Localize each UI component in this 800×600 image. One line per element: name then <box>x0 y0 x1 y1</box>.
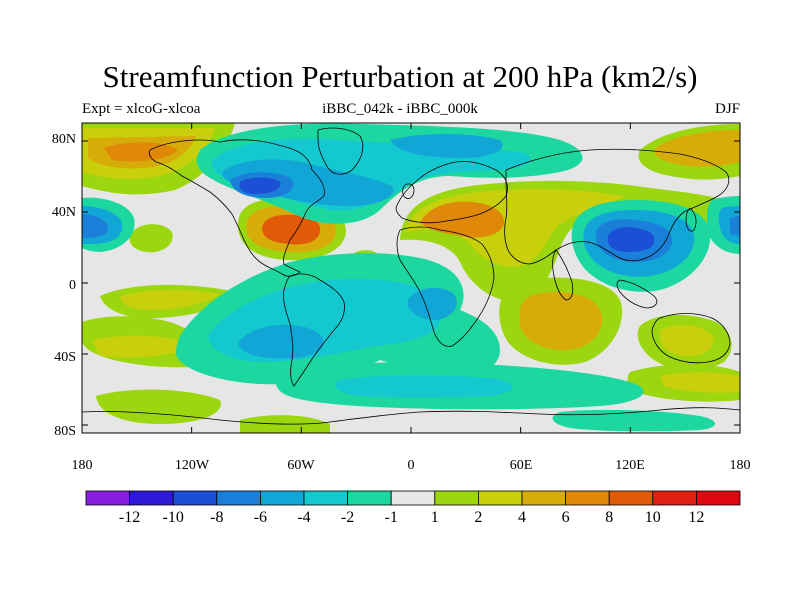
coastlines <box>82 127 740 425</box>
contour-neg-south-atlantic <box>238 324 324 359</box>
contour-pos-north-pacific-east-mid <box>654 130 740 167</box>
colorbar-label: -1 <box>384 509 398 526</box>
contour-pos-south-pacific-band-mid <box>92 335 200 358</box>
colorbar-swatch <box>608 490 654 506</box>
lon-tick-label: 120W <box>174 458 210 473</box>
lon-tick-label: 0 <box>407 458 415 473</box>
colorbar-label: 10 <box>644 509 661 526</box>
lon-tick-label: 60E <box>509 458 533 473</box>
colorbar-swatch <box>216 490 261 506</box>
colorbar-swatch <box>565 490 610 506</box>
colorbar-label: -12 <box>118 509 141 526</box>
coast-uk <box>402 183 415 199</box>
lon-tick-label: 60W <box>287 458 315 473</box>
coast-europe <box>395 161 508 224</box>
colorbar-swatch <box>652 490 697 506</box>
coast-asia <box>504 148 730 265</box>
colorbar <box>85 490 741 506</box>
experiment-label: Expt = xlcoG-xlcoa <box>82 101 201 117</box>
contour-pos-eurasia-core <box>420 201 505 238</box>
contour-neg-east-asia-peak <box>607 227 655 252</box>
lon-tick-label: 180 <box>729 458 751 473</box>
colorbar-swatch <box>477 490 523 506</box>
colorbar-label: 8 <box>605 509 614 526</box>
difference-label: iBBC_042k - iBBC_000k <box>322 101 478 117</box>
lat-tick-label: 0 <box>69 278 76 293</box>
map-title: Streamfunction Perturbation at 200 hPa (… <box>102 59 698 94</box>
colorbar-swatch <box>521 490 566 506</box>
colorbar-label: 2 <box>474 509 483 526</box>
lat-tick-label: 40S <box>54 350 76 365</box>
axis-ticks <box>81 123 741 433</box>
contour-neg-arctic-east <box>390 134 503 158</box>
contour-pos-indian-ocean-mid <box>520 292 603 351</box>
coast-north-america <box>148 139 325 277</box>
colorbar-swatch <box>259 490 305 506</box>
colorbar-label: -2 <box>340 509 355 526</box>
contour-pos-pacific-spot <box>129 224 173 253</box>
colorbar-label: 1 <box>430 509 439 526</box>
colorbar-swatch <box>390 490 436 506</box>
colorbar-swatch <box>303 490 348 506</box>
negative-contours <box>82 123 740 432</box>
colorbar-swatch <box>129 490 174 506</box>
colorbar-swatch <box>172 490 218 506</box>
lat-tick-label: 40N <box>51 205 76 220</box>
colorbar-label: -8 <box>210 509 224 526</box>
contour-pos-arctic-pacific-peak <box>104 142 178 162</box>
colorbar-label: 4 <box>518 509 526 526</box>
coast-australia <box>651 313 731 364</box>
colorbar-swatch <box>696 490 741 506</box>
contour-neg-canada-peak <box>239 177 281 194</box>
lon-tick-label: 120E <box>615 458 645 473</box>
coast-india <box>552 249 574 301</box>
colorbar-swatch <box>85 490 130 506</box>
contour-pos-north-america-peak <box>262 214 321 245</box>
contour-pos-southern-ocean-indian-mid <box>660 372 740 393</box>
contour-pos-australia-mid <box>660 325 714 357</box>
coast-africa <box>396 226 495 347</box>
season-label: DJF <box>714 101 740 117</box>
colorbar-label: -10 <box>162 509 184 526</box>
coast-southeast-asia <box>616 279 658 309</box>
contour-neg-southern-ocean-mid <box>335 375 513 398</box>
colorbar-swatch <box>347 490 392 506</box>
lat-tick-label: 80N <box>51 132 76 147</box>
lat-tick-label: 80S <box>54 424 76 439</box>
coast-antarctica <box>82 407 740 425</box>
contour-neg-north-pacific-west-peak <box>82 214 108 238</box>
colorbar-label: -6 <box>253 509 268 526</box>
colorbar-label: 12 <box>688 509 705 526</box>
colorbar-label: -4 <box>297 509 311 526</box>
contour-neg-south-africa <box>407 287 457 320</box>
coast-japan <box>685 207 697 232</box>
contour-neg-arctic-core <box>222 159 394 206</box>
map-plot-area <box>82 123 740 433</box>
contour-pos-southern-ocean-west <box>96 389 221 424</box>
colorbar-label: 6 <box>561 509 570 526</box>
contour-neg-pacific-east-edge-peak <box>730 216 740 236</box>
lon-tick-label: 180 <box>71 458 93 473</box>
contour-neg-southern-edge-east <box>552 409 715 432</box>
coast-south-america <box>283 273 345 387</box>
coast-greenland <box>317 127 364 175</box>
contour-pos-south-pacific-west-mid <box>120 289 220 310</box>
colorbar-swatch <box>434 490 479 506</box>
